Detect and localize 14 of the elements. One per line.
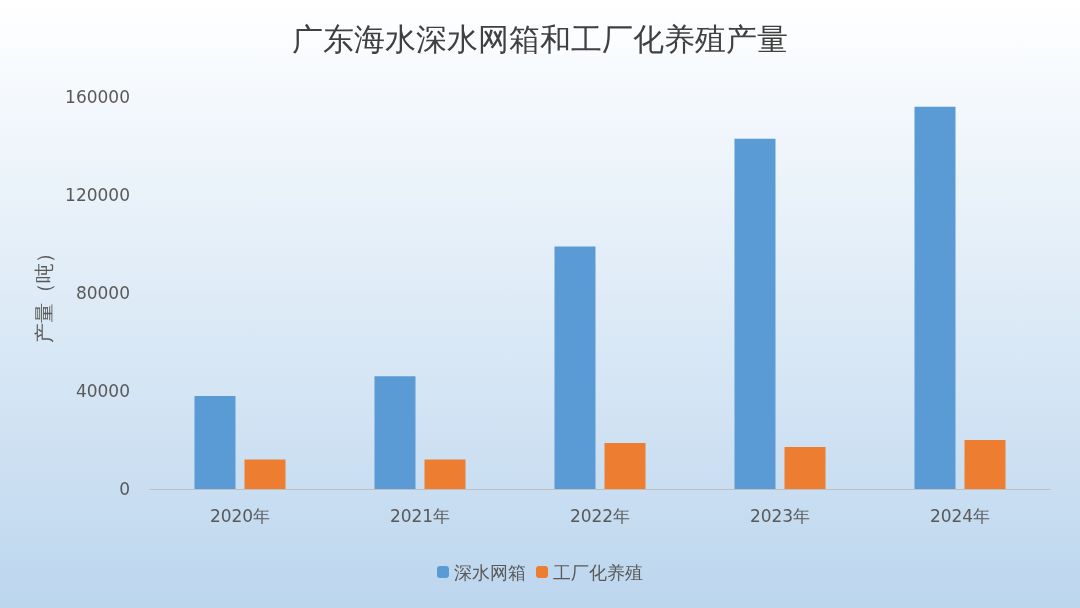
x-tick-label: 2024年: [929, 505, 991, 526]
y-tick-label: 40000: [75, 381, 130, 401]
x-tick-label: 2020年: [209, 505, 271, 526]
x-tick-label: 2021年: [389, 505, 451, 526]
x-tick-label: 2023年: [749, 505, 811, 526]
y-tick-label: 160000: [65, 87, 130, 107]
legend-label: 工厂化养殖: [553, 561, 643, 583]
y-axis-title: 产量（吨）: [32, 243, 57, 343]
x-tick-label: 2022年: [569, 505, 631, 526]
y-tick-label: 0: [119, 479, 130, 499]
legend-label: 深水网箱: [454, 561, 526, 583]
chart-title: 广东海水深水网箱和工厂化养殖产量: [292, 20, 788, 57]
y-tick-label: 120000: [65, 185, 130, 205]
y-tick-label: 80000: [75, 283, 130, 303]
